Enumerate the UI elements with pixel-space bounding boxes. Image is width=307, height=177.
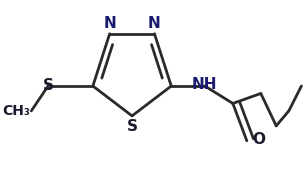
Text: O: O xyxy=(252,132,265,147)
Text: S: S xyxy=(43,78,54,93)
Text: N: N xyxy=(103,16,116,31)
Text: CH₃: CH₃ xyxy=(2,104,30,118)
Text: NH: NH xyxy=(192,76,218,92)
Text: S: S xyxy=(126,119,138,134)
Text: N: N xyxy=(148,16,161,31)
